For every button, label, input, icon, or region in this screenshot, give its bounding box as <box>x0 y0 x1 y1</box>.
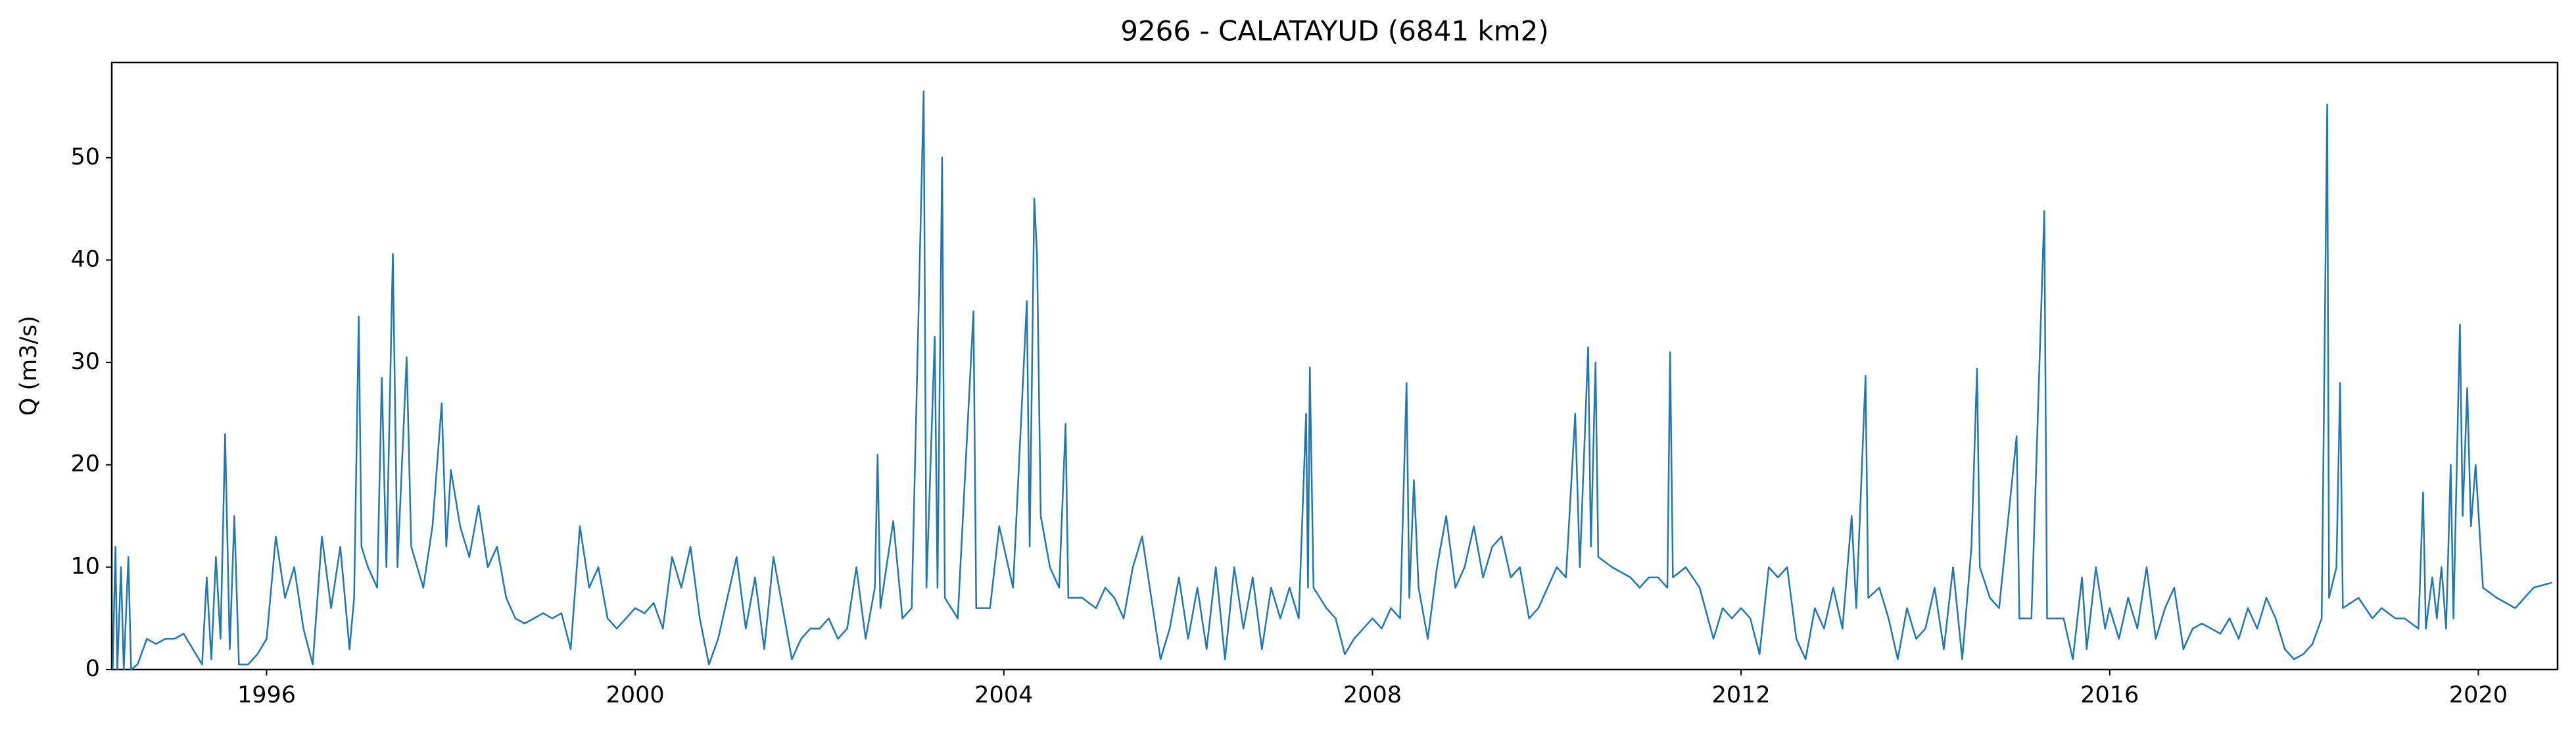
y-tick-label: 30 <box>70 349 100 375</box>
x-tick-label: 2016 <box>2080 682 2139 708</box>
chart-title: 9266 - CALATAYUD (6841 km2) <box>1120 15 1549 47</box>
x-tick-label: 2012 <box>1712 682 1771 708</box>
y-tick-label: 50 <box>70 144 100 170</box>
y-tick-label: 0 <box>85 656 100 682</box>
series-line <box>112 90 2552 671</box>
x-tick-label: 1996 <box>237 682 296 708</box>
y-axis-label: Q (m3/s) <box>16 316 42 416</box>
x-tick-label: 2000 <box>606 682 665 708</box>
plot-frame <box>110 61 2559 671</box>
x-tick-label: 2004 <box>974 682 1033 708</box>
x-tick-label: 2008 <box>1343 682 1402 708</box>
x-tick-label: 2020 <box>2449 682 2508 708</box>
y-tick-label: 40 <box>70 246 100 272</box>
y-tick-label: 10 <box>70 553 100 579</box>
y-tick-label: 20 <box>70 451 100 477</box>
